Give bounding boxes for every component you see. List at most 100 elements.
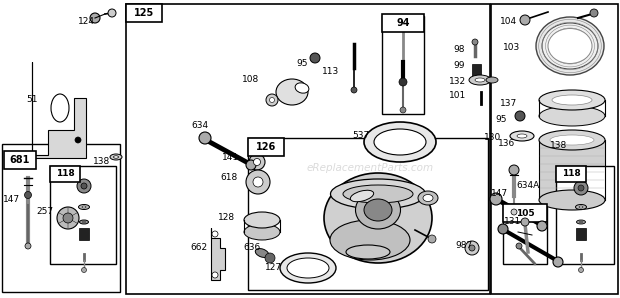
- Text: 98: 98: [453, 46, 464, 55]
- Text: 136: 136: [498, 139, 515, 148]
- Ellipse shape: [280, 253, 336, 283]
- Text: 138: 138: [550, 142, 567, 150]
- Bar: [50, 166, 116, 264]
- Circle shape: [516, 243, 522, 249]
- Circle shape: [574, 181, 588, 195]
- Circle shape: [400, 107, 406, 113]
- Ellipse shape: [276, 79, 308, 105]
- Ellipse shape: [324, 173, 432, 263]
- Circle shape: [246, 170, 270, 194]
- Ellipse shape: [330, 220, 410, 260]
- Ellipse shape: [575, 204, 587, 209]
- Text: 118: 118: [56, 170, 74, 179]
- Circle shape: [428, 235, 436, 243]
- Text: 118: 118: [562, 170, 580, 179]
- Text: 94: 94: [396, 18, 410, 28]
- Ellipse shape: [550, 135, 594, 145]
- Ellipse shape: [536, 17, 604, 75]
- Circle shape: [498, 224, 508, 234]
- Text: 99: 99: [453, 61, 464, 71]
- Bar: [539, 140, 605, 200]
- Ellipse shape: [287, 258, 329, 278]
- Ellipse shape: [418, 191, 438, 205]
- Circle shape: [265, 253, 275, 263]
- Ellipse shape: [571, 139, 585, 145]
- Circle shape: [254, 159, 260, 165]
- Circle shape: [25, 243, 31, 249]
- Circle shape: [537, 221, 547, 231]
- Text: 95: 95: [296, 60, 308, 69]
- Bar: [126, 4, 162, 22]
- Circle shape: [465, 241, 479, 255]
- Circle shape: [472, 39, 478, 45]
- Bar: [491, 4, 618, 294]
- Ellipse shape: [575, 140, 582, 144]
- Circle shape: [509, 165, 519, 175]
- Text: 147: 147: [3, 195, 20, 204]
- Ellipse shape: [539, 130, 605, 150]
- Ellipse shape: [255, 249, 268, 257]
- Polygon shape: [32, 62, 86, 158]
- Text: 137: 137: [500, 100, 517, 108]
- Text: 138: 138: [93, 156, 110, 165]
- Ellipse shape: [542, 23, 598, 69]
- Bar: [556, 166, 614, 264]
- Circle shape: [351, 87, 357, 93]
- Ellipse shape: [364, 122, 436, 162]
- Circle shape: [212, 272, 218, 278]
- Bar: [2, 144, 120, 292]
- Circle shape: [578, 268, 583, 272]
- Ellipse shape: [539, 106, 605, 126]
- Circle shape: [521, 218, 529, 226]
- Circle shape: [515, 111, 525, 121]
- Ellipse shape: [475, 78, 485, 82]
- Bar: [382, 16, 424, 114]
- Circle shape: [77, 179, 91, 193]
- Text: 618: 618: [220, 173, 237, 182]
- Text: 101: 101: [449, 91, 466, 100]
- Text: 95: 95: [495, 116, 507, 125]
- Bar: [248, 138, 284, 156]
- Circle shape: [490, 193, 502, 205]
- Ellipse shape: [113, 156, 118, 158]
- Text: 634: 634: [191, 122, 208, 131]
- Bar: [503, 204, 547, 264]
- Bar: [50, 166, 80, 182]
- Ellipse shape: [346, 245, 390, 259]
- Text: 128: 128: [218, 213, 235, 223]
- Bar: [4, 151, 36, 169]
- Text: 634A: 634A: [516, 181, 539, 190]
- Ellipse shape: [343, 185, 413, 203]
- Ellipse shape: [51, 94, 69, 122]
- Text: 132: 132: [449, 77, 466, 86]
- Ellipse shape: [510, 131, 534, 141]
- Text: 126: 126: [256, 142, 276, 152]
- Bar: [382, 14, 424, 32]
- Text: 681: 681: [10, 155, 30, 165]
- Text: 141: 141: [222, 153, 239, 162]
- Circle shape: [553, 257, 563, 267]
- Ellipse shape: [79, 204, 89, 209]
- Circle shape: [469, 245, 475, 251]
- Ellipse shape: [244, 224, 280, 240]
- Ellipse shape: [469, 75, 491, 85]
- Ellipse shape: [539, 90, 605, 110]
- Text: 257: 257: [36, 207, 53, 217]
- Text: 103: 103: [503, 44, 520, 52]
- Ellipse shape: [580, 221, 583, 223]
- Bar: [79, 228, 89, 240]
- Polygon shape: [211, 228, 225, 280]
- Circle shape: [590, 9, 598, 17]
- Circle shape: [246, 160, 256, 170]
- Circle shape: [81, 183, 87, 189]
- Text: 130: 130: [484, 134, 501, 142]
- Ellipse shape: [355, 191, 401, 229]
- Text: 113: 113: [322, 68, 339, 77]
- Circle shape: [578, 185, 584, 191]
- Circle shape: [253, 177, 263, 187]
- Circle shape: [63, 213, 73, 223]
- Text: 537: 537: [352, 131, 370, 140]
- Text: 662: 662: [190, 243, 207, 252]
- Circle shape: [25, 192, 32, 198]
- Circle shape: [270, 97, 275, 103]
